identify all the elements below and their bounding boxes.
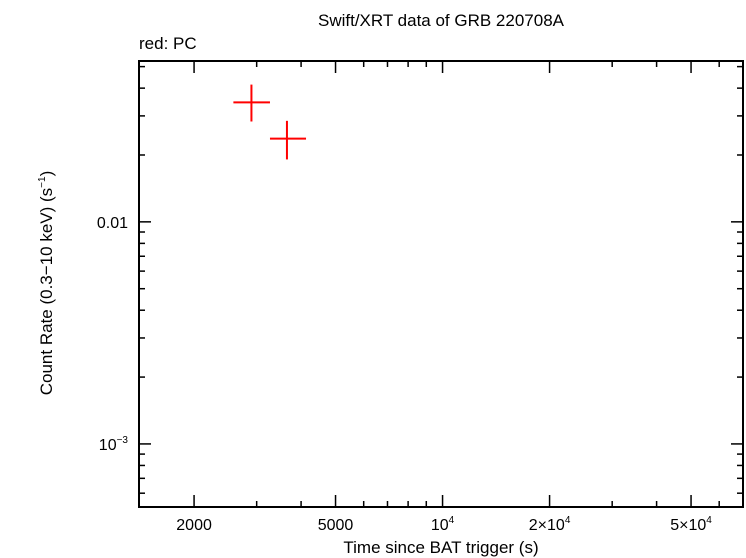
y-axis-label-exponent: −1 — [37, 176, 48, 188]
x-tick-label: 2000 — [176, 517, 212, 534]
y-tick-label: 10−3 — [99, 435, 129, 454]
y-tick-labels: 0.01 10−3 — [97, 215, 129, 454]
x-tick-label: 5×104 — [670, 515, 712, 534]
chart-subtitle: red: PC — [139, 34, 197, 53]
plot-frame — [138, 60, 744, 508]
x-tick-label: 2×104 — [529, 515, 571, 534]
y-tick-label: 0.01 — [97, 215, 128, 232]
data-point — [269, 120, 307, 160]
x-tick-labels: 2000 5000 104 2×104 5×104 — [176, 515, 712, 534]
x-tick-label: 104 — [431, 515, 455, 534]
y-axis-label-main: Count Rate (0.3−10 keV) (s — [37, 188, 56, 395]
chart-title: Swift/XRT data of GRB 220708A — [318, 11, 565, 30]
data-points — [233, 84, 307, 160]
x-tick-label: 5000 — [318, 517, 354, 534]
data-point — [233, 84, 270, 122]
axis-ticks — [139, 61, 744, 507]
x-axis-label: Time since BAT trigger (s) — [343, 538, 538, 557]
y-axis-label: Count Rate (0.3−10 keV) (s−1) — [37, 171, 56, 396]
y-axis-label-close: ) — [37, 171, 56, 177]
